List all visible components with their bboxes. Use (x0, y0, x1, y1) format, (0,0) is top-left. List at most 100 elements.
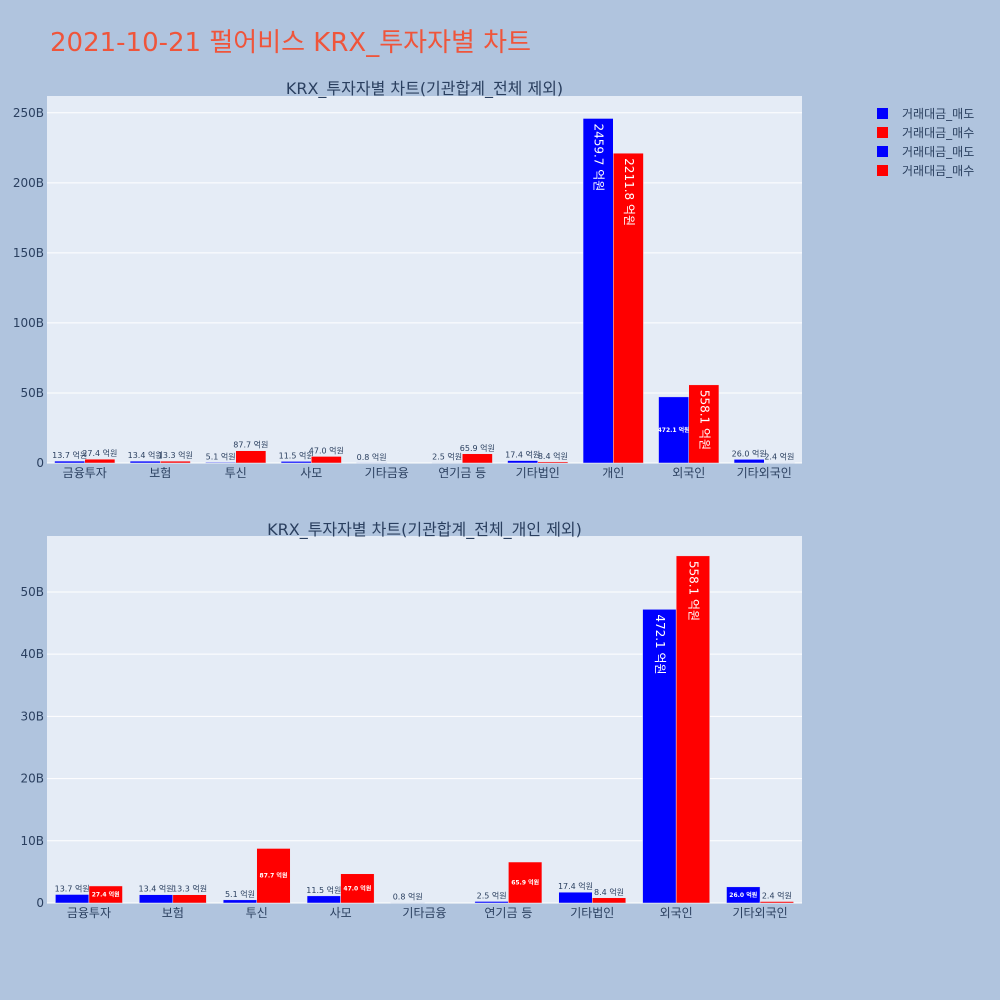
bar-value-label: 26.0 억원 (729, 891, 757, 899)
bar-sell[interactable] (306, 895, 341, 904)
bar-sell[interactable] (658, 396, 689, 464)
bar-sell[interactable] (582, 118, 614, 464)
bar-buy[interactable] (613, 152, 644, 464)
bar-sell[interactable] (222, 899, 257, 904)
legend-swatch[interactable] (877, 127, 888, 138)
bar-sell[interactable] (55, 894, 90, 904)
bar-buy[interactable] (759, 901, 794, 904)
y-tick-label: 50B (20, 386, 44, 400)
y-tick-label: 10B (20, 834, 44, 848)
y-tick-label: 200B (13, 176, 44, 190)
bar-value-label: 472.1 억원 (658, 426, 690, 434)
y-tick-label: 0 (36, 896, 44, 910)
bar-value-label: 13.3 억원 (158, 450, 193, 460)
bar-sell[interactable] (642, 609, 677, 904)
legend-item[interactable]: 거래대금_매도 (877, 107, 974, 121)
y-tick-label: 40B (20, 647, 44, 661)
x-tick-label: 투신 (246, 906, 268, 920)
y-tick-label: 150B (13, 246, 44, 260)
bar-buy[interactable] (88, 885, 123, 904)
x-tick-label: 사모 (300, 466, 322, 480)
bar-sell[interactable] (733, 459, 765, 464)
y-tick-label: 30B (20, 709, 44, 723)
bar-buy[interactable] (340, 873, 375, 904)
chart-top: 0 50B 100B 150B 200B 250B KRX_투자자별 차트(기관합계_전체 … (13, 79, 802, 480)
legend-swatch[interactable] (877, 165, 888, 176)
x-tick-label: 기타금융 (365, 466, 409, 480)
x-tick-label: 기타법인 (516, 466, 560, 480)
legend-item[interactable]: 거래대금_매도 (877, 145, 974, 159)
bar-value-label: 5.1 억원 (206, 451, 236, 461)
x-tick-label: 기타법인 (570, 906, 614, 920)
bar-value-label: 13.7 억원 (52, 450, 87, 460)
bar-buy[interactable] (172, 894, 207, 904)
bar-sell[interactable] (54, 460, 85, 464)
legend-item[interactable]: 거래대금_매수 (877, 164, 974, 178)
bar-buy[interactable] (84, 458, 116, 464)
bar-buy[interactable] (311, 456, 342, 464)
y-tick-label: 100B (13, 316, 44, 330)
bar-value-label: 5.1 억원 (225, 889, 255, 899)
bar-sell[interactable] (726, 886, 761, 904)
chart-bottom: 0 10B 20B 30B 40B 50B KRX_투자자별 차트(기관합계_전체_개인 제… (20, 520, 802, 920)
legend-label[interactable]: 거래대금_매수 (902, 164, 974, 178)
x-tick-label: 사모 (330, 906, 352, 920)
y-tick-label: 250B (13, 106, 44, 120)
legend-label[interactable]: 거래대금_매도 (902, 107, 974, 121)
bar-value-label: 11.5 억원 (279, 450, 314, 460)
y-tick-label: 50B (20, 585, 44, 599)
bar-buy[interactable] (688, 384, 720, 464)
bar-buy[interactable] (462, 453, 493, 464)
bar-sell[interactable] (474, 901, 509, 904)
bar-buy[interactable] (235, 450, 267, 464)
bar-buy[interactable] (256, 848, 291, 904)
bar-sell[interactable] (139, 894, 174, 904)
bar-value-label: 0.8 억원 (357, 452, 387, 462)
x-tick-label: 연기금 등 (438, 466, 486, 480)
y-tick-label: 20B (20, 772, 44, 786)
bar-value-label: 17.4 억원 (558, 881, 593, 891)
legend-label[interactable]: 거래대금_매수 (902, 126, 974, 140)
x-tick-label: 외국인 (660, 906, 693, 920)
chart-title: KRX_투자자별 차트(기관합계_전체_개인 제외) (267, 520, 582, 540)
bar-value-label: 558.1 억원 (697, 390, 711, 450)
x-tick-label: 기타외국인 (737, 466, 792, 480)
bar-sell[interactable] (558, 891, 593, 904)
legend-label[interactable]: 거래대금_매도 (902, 145, 974, 159)
bar-value-label: 13.4 억원 (139, 884, 174, 894)
legend-item[interactable]: 거래대금_매수 (877, 126, 974, 140)
bar-value-label: 47.0 억원 (343, 884, 371, 892)
bar-sell[interactable] (205, 462, 237, 464)
x-tick-label: 연기금 등 (484, 906, 532, 920)
bar-value-label: 65.9 억원 (460, 443, 495, 453)
bar-value-label: 13.4 억원 (128, 450, 163, 460)
legend-swatch[interactable] (877, 108, 888, 119)
bar-value-label: 2211.8 억원 (622, 158, 636, 226)
bar-value-label: 11.5 억원 (306, 885, 341, 895)
bar-value-label: 87.7 억원 (233, 440, 268, 450)
x-tick-label: 기타금융 (402, 906, 446, 920)
bar-sell[interactable] (280, 461, 312, 464)
bar-buy[interactable] (160, 460, 191, 464)
legend-swatch[interactable] (877, 146, 888, 157)
bar-value-label: 558.1 억원 (686, 561, 700, 621)
bar-buy[interactable] (508, 861, 543, 904)
x-tick-label: 기타외국인 (732, 906, 787, 920)
x-tick-label: 외국인 (672, 466, 705, 480)
bar-value-label: 87.7 억원 (260, 872, 288, 880)
bar-value-label: 17.4 억원 (505, 450, 540, 460)
x-tick-label: 금융투자 (63, 466, 107, 480)
bar-buy[interactable] (592, 897, 627, 904)
bar-value-label: 472.1 억원 (653, 614, 667, 674)
x-tick-label: 금융투자 (67, 906, 111, 920)
bar-buy[interactable] (537, 461, 569, 464)
bar-sell[interactable] (129, 460, 161, 464)
bar-value-label: 2.4 억원 (764, 452, 794, 462)
bar-value-label: 65.9 억원 (511, 879, 539, 887)
bar-sell[interactable] (507, 460, 538, 464)
bar-value-label: 26.0 억원 (732, 448, 767, 458)
bar-value-label: 2.5 억원 (477, 890, 507, 900)
bar-buy[interactable] (675, 555, 710, 904)
